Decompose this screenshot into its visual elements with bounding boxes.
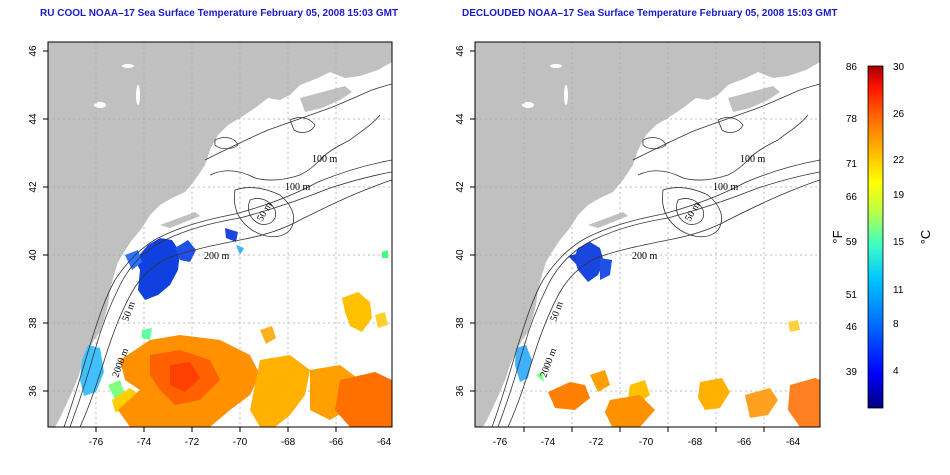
left-lake [94, 102, 106, 108]
right-x-tick: -64 [786, 437, 801, 448]
fahrenheit-tick: 78 [846, 114, 858, 125]
right-long-island [588, 212, 628, 228]
right-contour-label: 100 m [740, 154, 766, 165]
right-map-title: DECLOUDED NOAA–17 Sea Surface Temperatur… [462, 8, 838, 19]
celsius-tick: 11 [893, 285, 904, 296]
right-contour-label: 100 m [713, 182, 739, 193]
celsius-tick: 8 [893, 319, 899, 330]
left-tick-marks [43, 50, 337, 432]
right-lake [564, 85, 568, 105]
right-sst-patches [515, 242, 820, 427]
celsius-tick: 22 [893, 155, 905, 166]
right-y-tick: 42 [455, 181, 466, 193]
celsius-tick: 15 [893, 237, 905, 248]
right-x-tick: -68 [688, 437, 703, 448]
left-contour-label: 100 m [312, 154, 338, 165]
right-y-tick: 38 [455, 317, 466, 329]
right-tick-marks [470, 50, 765, 432]
right-nova-scotia [728, 86, 780, 112]
right-land [475, 42, 820, 427]
right-lake [550, 64, 562, 68]
celsius-tick: 19 [893, 190, 905, 201]
left-x-tick: -72 [185, 437, 200, 448]
left-land [48, 42, 392, 427]
fahrenheit-tick: 39 [846, 367, 858, 378]
celsius-tick: 4 [893, 366, 899, 377]
left-y-tick: 44 [28, 113, 39, 125]
left-depth-contours [63, 83, 392, 427]
left-nova-scotia [300, 86, 352, 112]
left-contour-label: 200 m [204, 251, 230, 262]
left-lake [136, 85, 140, 105]
right-y-tick: 46 [455, 45, 466, 57]
left-map-title: RU COOL NOAA–17 Sea Surface Temperature … [40, 8, 399, 19]
left-sst-patches [80, 228, 392, 427]
temperature-colorbar: 86 78 71 66 59 51 46 39 30 26 22 19 15 1… [830, 62, 933, 409]
left-x-tick: -64 [377, 437, 392, 448]
right-y-tick: 36 [455, 385, 466, 397]
right-map-frame [474, 41, 821, 428]
left-x-tick: -68 [281, 437, 296, 448]
right-lake [522, 102, 534, 108]
left-y-tick: 36 [28, 385, 39, 397]
fahrenheit-tick: 71 [846, 159, 858, 170]
fahrenheit-unit-label: °F [830, 230, 845, 243]
right-x-tick: -70 [639, 437, 654, 448]
left-x-tick: -66 [329, 437, 344, 448]
left-x-tick: -74 [137, 437, 152, 448]
right-x-tick: -76 [493, 437, 508, 448]
celsius-unit-label: °C [918, 230, 933, 245]
right-depth-contours [491, 83, 820, 427]
left-x-tick: -70 [233, 437, 248, 448]
left-map-panel: 100 m 100 m 50 m 200 m 50 m 2000 m -76 -… [28, 41, 393, 448]
left-map-frame [47, 41, 393, 428]
left-x-tick: -76 [89, 437, 104, 448]
left-y-tick: 46 [28, 45, 39, 57]
fahrenheit-tick: 51 [846, 290, 858, 301]
celsius-tick: 30 [893, 62, 905, 73]
right-x-tick: -72 [589, 437, 604, 448]
left-long-island [160, 212, 200, 228]
colorbar-gradient [867, 65, 884, 409]
left-y-tick: 38 [28, 317, 39, 329]
left-y-tick: 40 [28, 249, 39, 261]
left-lake [122, 64, 134, 68]
right-y-tick: 40 [455, 249, 466, 261]
right-x-tick: -66 [737, 437, 752, 448]
left-y-tick: 42 [28, 181, 39, 193]
left-contour-label: 100 m [285, 182, 311, 193]
fahrenheit-tick: 86 [846, 62, 858, 73]
fahrenheit-tick: 59 [846, 237, 858, 248]
right-map-panel: 100 m 100 m 50 m 200 m 50 m 2000 m -76 -… [455, 41, 821, 448]
right-contour-label: 200 m [632, 251, 658, 262]
fahrenheit-tick: 66 [846, 192, 858, 203]
celsius-tick: 26 [893, 109, 905, 120]
right-x-tick: -74 [541, 437, 556, 448]
fahrenheit-tick: 46 [846, 322, 858, 333]
right-y-tick: 44 [455, 113, 466, 125]
